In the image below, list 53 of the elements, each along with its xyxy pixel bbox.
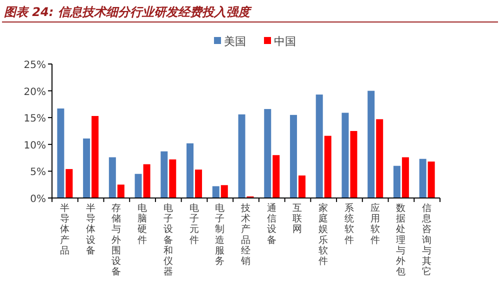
- bar: [66, 169, 73, 198]
- legend-label: 美国: [224, 35, 246, 48]
- bar: [368, 90, 375, 198]
- bar: [212, 186, 220, 198]
- x-tick-label: 电子制造服务: [215, 202, 226, 267]
- bar: [350, 131, 358, 198]
- x-tick-label: 应用软件: [370, 202, 380, 246]
- x-tick-label: 半导体设备: [86, 202, 96, 256]
- bar: [195, 170, 202, 198]
- bar: [108, 157, 116, 198]
- bar: [324, 136, 332, 198]
- bar: [272, 155, 280, 198]
- x-tick-label: 电子元件: [189, 202, 200, 246]
- bar: [169, 159, 176, 198]
- legend-label: 中国: [274, 35, 296, 48]
- y-tick-label: 15%: [24, 114, 46, 125]
- x-tick-label: 数据处理与外包: [396, 203, 406, 278]
- y-tick-label: 5%: [30, 167, 46, 178]
- bar: [393, 166, 400, 198]
- bar: [143, 164, 150, 198]
- x-tick-label: 系统软件: [344, 202, 354, 246]
- bar: [238, 114, 246, 198]
- bar: [160, 151, 168, 198]
- x-tick-label: 技术产品经销: [240, 202, 251, 267]
- bar: [57, 108, 64, 198]
- bar: [290, 114, 297, 198]
- y-tick-label: 20%: [24, 86, 46, 98]
- bar: [117, 184, 124, 198]
- y-tick-label: 10%: [24, 140, 46, 152]
- x-tick-label: 存储与外围设备: [112, 202, 122, 278]
- bar: [264, 109, 272, 198]
- bar: [376, 119, 384, 198]
- bar: [428, 162, 435, 198]
- bar: [186, 143, 194, 198]
- bar: [83, 138, 90, 198]
- y-tick-label: 0%: [30, 194, 46, 205]
- bar: [316, 94, 323, 198]
- bar: [402, 157, 409, 198]
- bar: [220, 185, 228, 198]
- x-tick-label: 通信设备: [266, 202, 277, 246]
- x-tick-label: 信息咨询与其它: [421, 202, 432, 278]
- x-tick-label: 半导体产品: [60, 202, 70, 256]
- x-tick-label: 家庭娱乐软件: [318, 202, 329, 267]
- x-tick-label: 电脑硬件: [138, 202, 148, 246]
- bar: [298, 175, 306, 198]
- bar: [134, 174, 142, 198]
- x-tick-label: 互联网: [292, 203, 303, 236]
- bar: [419, 158, 426, 198]
- x-tick-label: 电子设备和仪器: [163, 202, 174, 278]
- bar: [342, 112, 349, 198]
- chart-title: 图表 24: 信息技术细分行业研发经费投入强度: [4, 5, 252, 19]
- bar: [92, 116, 99, 198]
- y-tick-label: 25%: [24, 60, 46, 71]
